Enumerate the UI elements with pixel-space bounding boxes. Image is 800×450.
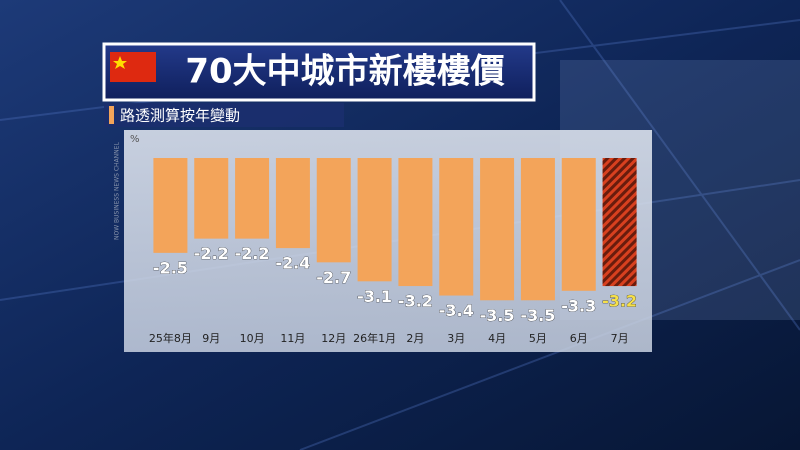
channel-label: NOW BUSINESS NEWS CHANNEL: [114, 142, 121, 240]
x-tick-label: 26年1月: [353, 331, 396, 345]
bar: [357, 158, 392, 282]
bar: [316, 158, 351, 263]
x-tick-label: 2月: [406, 332, 424, 345]
value-label: -3.2: [602, 292, 637, 311]
x-tick-label: 25年8月: [149, 331, 192, 345]
x-tick-label: 11月: [280, 332, 305, 345]
flag: [110, 52, 156, 82]
value-label: -3.1: [357, 287, 392, 306]
x-tick-label: 3月: [447, 332, 465, 345]
x-tick-label: 10月: [240, 332, 265, 345]
unit-label: %: [130, 134, 140, 145]
value-label: -3.3: [561, 296, 596, 315]
x-tick-label: 7月: [611, 332, 629, 345]
chart-title: 70大中城市新樓樓價: [185, 52, 504, 92]
plot: -2.5 25年8月 -2.2 9月 -2.2 10月 -2.4 11月 -2.7 12月 -3.1…: [149, 158, 637, 345]
x-tick-label: 6月: [570, 332, 588, 345]
bar: [561, 158, 596, 291]
bar: [235, 158, 270, 239]
value-label: -2.4: [275, 254, 310, 273]
bar-hatch: [602, 158, 637, 287]
bar: [398, 158, 433, 287]
value-label: -3.4: [439, 301, 474, 320]
value-label: -2.7: [316, 268, 351, 287]
x-tick-label: 12月: [321, 332, 346, 345]
bar: [194, 158, 229, 239]
bar: [480, 158, 515, 301]
bar: [439, 158, 474, 296]
value-label: -3.5: [520, 306, 555, 325]
bar: [520, 158, 555, 301]
x-tick-label: 4月: [488, 332, 506, 345]
bar: [153, 158, 188, 253]
bar: [275, 158, 310, 249]
subtitle-bar: [104, 103, 344, 127]
title-bar: [102, 42, 536, 102]
value-label: -2.5: [153, 258, 188, 277]
x-tick-label: 5月: [529, 332, 547, 345]
value-label: -3.5: [480, 306, 515, 325]
subtitle-marker: [109, 106, 114, 124]
x-tick-label: 9月: [202, 332, 220, 345]
value-label: -2.2: [235, 244, 270, 263]
value-label: -2.2: [194, 244, 229, 263]
value-label: -3.2: [398, 292, 433, 311]
chart-subtitle: 路透測算按年變動: [120, 107, 240, 125]
